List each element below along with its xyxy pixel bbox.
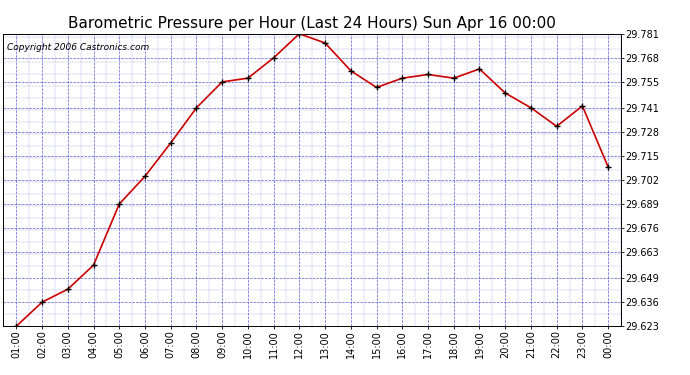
Text: Copyright 2006 Castronics.com: Copyright 2006 Castronics.com	[6, 42, 149, 51]
Title: Barometric Pressure per Hour (Last 24 Hours) Sun Apr 16 00:00: Barometric Pressure per Hour (Last 24 Ho…	[68, 16, 556, 31]
